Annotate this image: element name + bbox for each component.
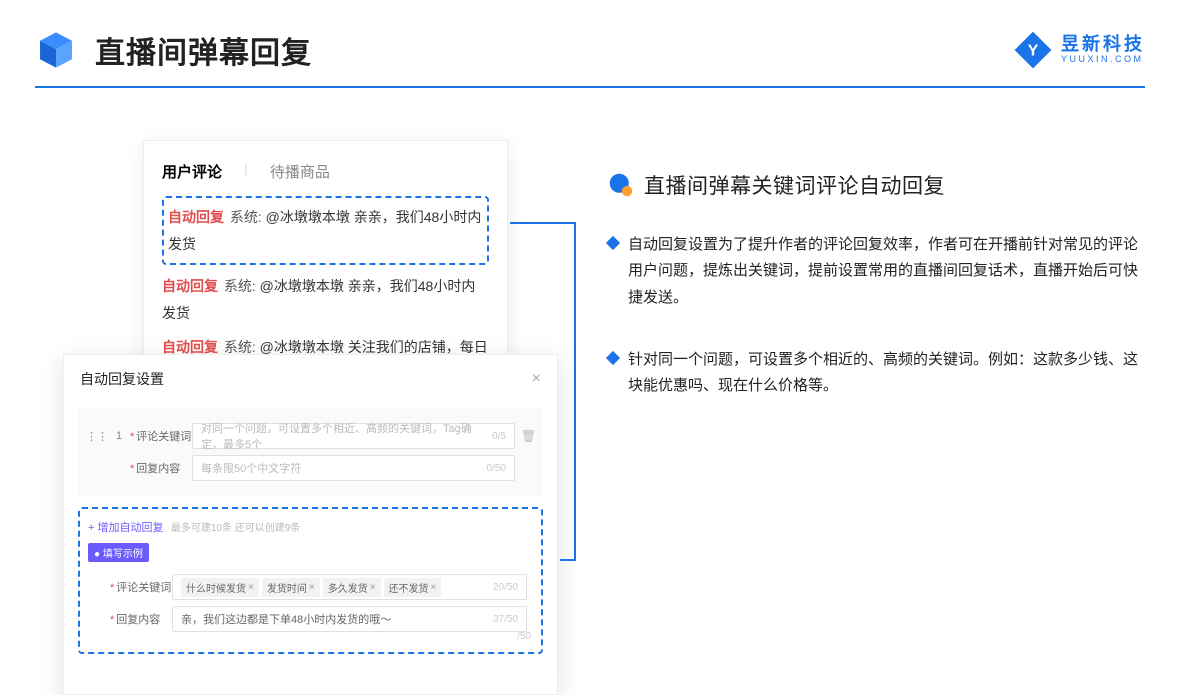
add-sub: 最多可建10条 还可以创建9条 bbox=[171, 523, 300, 534]
keyword-chip[interactable]: 发货时间× bbox=[262, 578, 320, 597]
sys-label: 系统: bbox=[230, 209, 262, 225]
tab-products[interactable]: 待播商品 bbox=[270, 161, 330, 182]
reply-label: 回复内容 bbox=[136, 463, 180, 475]
right-panel: 直播间弹幕关键词评论自动回复 自动回复设置为了提升作者的评论回复效率，作者可在开… bbox=[608, 170, 1138, 435]
keyword-label: 评论关键词 bbox=[136, 431, 191, 443]
svg-text:Y: Y bbox=[1028, 43, 1039, 60]
tabs: 用户评论 | 待播商品 bbox=[162, 161, 489, 182]
example-block: + 增加自动回复 最多可建10条 还可以创建9条 ● 填写示例 *评论关键词 什… bbox=[78, 507, 543, 654]
diamond-icon bbox=[606, 236, 620, 250]
settings-title: 自动回复设置 bbox=[80, 369, 164, 389]
logo-text-cn: 昱新科技 bbox=[1061, 35, 1145, 55]
bubble-icon bbox=[608, 172, 634, 198]
cube-icon bbox=[35, 29, 77, 71]
keyword-chip[interactable]: 多久发货× bbox=[323, 578, 381, 597]
bullet-item: 针对同一个问题，可设置多个相近的、高频的关键词。例如：这款多少钱、这块能优惠吗、… bbox=[608, 347, 1138, 400]
drag-handle-icon[interactable]: ⋮⋮ bbox=[86, 430, 108, 443]
diamond-icon bbox=[606, 351, 620, 365]
keyword-chip[interactable]: 什么时候发货× bbox=[181, 578, 259, 597]
example-tag: ● 填写示例 bbox=[88, 543, 149, 562]
header-left: 直播间弹幕回复 bbox=[35, 28, 312, 72]
keyword-input[interactable]: 对同一个问题，可设置多个相近、高频的关键词，Tag确定，最多5个 0/5 bbox=[192, 423, 515, 449]
section-title: 直播间弹幕关键词评论自动回复 bbox=[644, 170, 945, 200]
ghost-counter: /50 bbox=[517, 631, 531, 642]
auto-reply-badge: 自动回复 bbox=[168, 209, 224, 225]
auto-reply-badge: 自动回复 bbox=[162, 339, 218, 355]
bullet-text: 针对同一个问题，可设置多个相近的、高频的关键词。例如：这款多少钱、这块能优惠吗、… bbox=[628, 347, 1138, 400]
reply-input[interactable]: 每条限50个中文字符 0/50 bbox=[192, 455, 515, 481]
rule-block: ⋮⋮ 1 *评论关键词 对同一个问题，可设置多个相近、高频的关键词，Tag确定，… bbox=[78, 407, 543, 497]
left-panel: 用户评论 | 待播商品 自动回复 系统: @冰墩墩本墩 亲亲，我们48小时内发货… bbox=[63, 140, 558, 640]
example-reply-input[interactable]: 亲，我们这边都是下单48小时内发货的哦～ 37/50 bbox=[172, 606, 527, 632]
brand-logo: Y 昱新科技 YUUXIN.COM bbox=[1013, 30, 1145, 70]
rule-index: 1 bbox=[108, 430, 130, 442]
logo-icon: Y bbox=[1013, 30, 1053, 70]
example-keyword-input[interactable]: 什么时候发货×发货时间×多久发货×还不发货× 20/50 bbox=[172, 574, 527, 600]
auto-reply-badge: 自动回复 bbox=[162, 278, 218, 294]
logo-text-en: YUUXIN.COM bbox=[1061, 55, 1145, 65]
close-icon[interactable]: × bbox=[532, 370, 541, 388]
page-title: 直播间弹幕回复 bbox=[95, 28, 312, 72]
bullet-text: 自动回复设置为了提升作者的评论回复效率，作者可在开播前针对常见的评论用户问题，提… bbox=[628, 232, 1138, 311]
highlighted-comment: 自动回复 系统: @冰墩墩本墩 亲亲，我们48小时内发货 bbox=[162, 196, 489, 265]
header-rule bbox=[35, 86, 1145, 88]
bullet-item: 自动回复设置为了提升作者的评论回复效率，作者可在开播前针对常见的评论用户问题，提… bbox=[608, 232, 1138, 311]
delete-icon[interactable]: 🗑 bbox=[521, 429, 535, 443]
add-autoreply-link[interactable]: + 增加自动回复 bbox=[88, 522, 163, 534]
keyword-chip[interactable]: 还不发货× bbox=[384, 578, 442, 597]
settings-card: 自动回复设置 × ⋮⋮ 1 *评论关键词 对同一个问题，可设置多个相近、高频的关… bbox=[63, 354, 558, 695]
tab-user-comments[interactable]: 用户评论 bbox=[162, 161, 222, 182]
page-header: 直播间弹幕回复 Y 昱新科技 YUUXIN.COM bbox=[35, 28, 1145, 72]
